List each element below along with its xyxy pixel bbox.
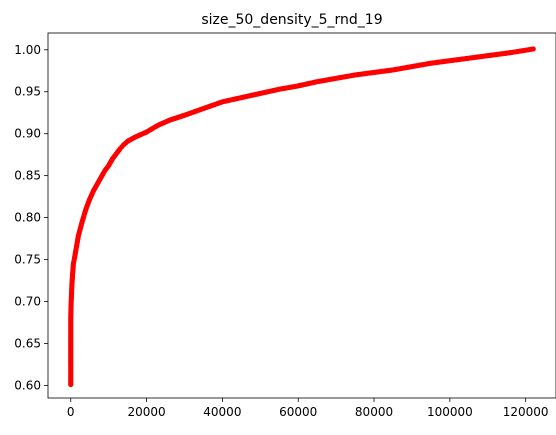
y-tick-label: 0.70 [14, 295, 41, 309]
y-tick-label: 1.00 [14, 43, 41, 57]
data-point [530, 46, 536, 52]
chart-title: size_50_density_5_rnd_19 [201, 12, 382, 28]
x-tick-label: 0 [67, 405, 75, 419]
y-tick-label: 0.65 [14, 336, 41, 350]
x-tick-label: 120000 [503, 405, 549, 419]
y-tick-label: 0.95 [14, 85, 41, 99]
y-tick-label: 0.80 [14, 211, 41, 225]
points-layer [68, 46, 536, 388]
y-tick-label: 0.90 [14, 127, 41, 141]
x-tick-label: 20000 [127, 405, 165, 419]
x-tick-label: 40000 [203, 405, 241, 419]
x-tick-label: 80000 [355, 405, 393, 419]
x-tick-label: 60000 [279, 405, 317, 419]
ticks-layer: 0 20000 40000 60000 80000 100000 120000 0.60 0.6… [14, 43, 548, 419]
plot-frame [47, 32, 556, 399]
x-tick-label: 100000 [427, 405, 473, 419]
y-tick-label: 0.75 [14, 253, 41, 267]
y-tick-label: 0.60 [14, 378, 41, 392]
y-tick-label: 0.85 [14, 169, 41, 183]
